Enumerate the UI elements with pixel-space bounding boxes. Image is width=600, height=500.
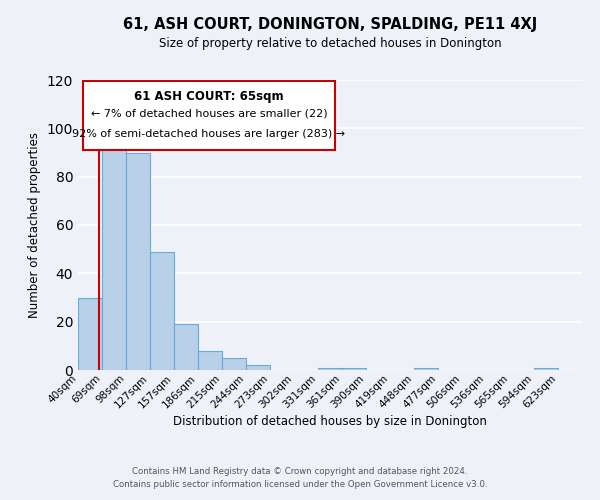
Text: Contains HM Land Registry data © Crown copyright and database right 2024.: Contains HM Land Registry data © Crown c… (132, 467, 468, 476)
Text: 61 ASH COURT: 65sqm: 61 ASH COURT: 65sqm (134, 90, 284, 103)
Bar (342, 368, 366, 370)
Text: ← 7% of detached houses are smaller (22): ← 7% of detached houses are smaller (22) (91, 109, 328, 119)
Bar (102, 136, 126, 370)
Text: Contains public sector information licensed under the Open Government Licence v3: Contains public sector information licen… (113, 480, 487, 489)
Y-axis label: Number of detached properties: Number of detached properties (28, 132, 41, 318)
Bar (534, 368, 558, 370)
X-axis label: Distribution of detached houses by size in Donington: Distribution of detached houses by size … (173, 415, 487, 428)
Text: 61, ASH COURT, DONINGTON, SPALDING, PE11 4XJ: 61, ASH COURT, DONINGTON, SPALDING, PE11… (123, 18, 537, 32)
Bar (174, 324, 198, 370)
FancyBboxPatch shape (83, 82, 335, 150)
Text: Size of property relative to detached houses in Donington: Size of property relative to detached ho… (158, 38, 502, 51)
Bar (222, 358, 246, 370)
Text: 92% of semi-detached houses are larger (283) →: 92% of semi-detached houses are larger (… (73, 130, 346, 140)
Bar (150, 252, 174, 370)
Bar (318, 368, 342, 370)
Bar (198, 350, 222, 370)
Bar (246, 365, 270, 370)
Bar (126, 152, 150, 370)
Bar (414, 368, 438, 370)
Bar (78, 298, 102, 370)
